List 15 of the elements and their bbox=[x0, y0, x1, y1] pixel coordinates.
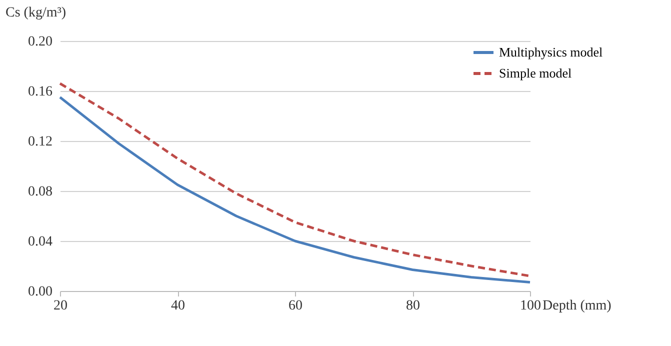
x-tick-label: 40 bbox=[171, 298, 185, 314]
x-tick-label: 60 bbox=[288, 298, 302, 314]
y-tick-label: 0.20 bbox=[28, 34, 52, 50]
y-tick-label: 0.12 bbox=[28, 134, 52, 150]
y-axis-title: Cs (kg/m³) bbox=[6, 6, 66, 20]
x-axis-title: Depth (mm) bbox=[542, 298, 612, 314]
legend-label: Simple model bbox=[499, 66, 572, 80]
x-tick-label: 20 bbox=[54, 298, 68, 314]
y-tick-label: 0.16 bbox=[28, 84, 52, 100]
x-tick-label: 100 bbox=[520, 298, 541, 314]
y-tick-label: 0.04 bbox=[28, 234, 52, 250]
x-tick-label: 80 bbox=[406, 298, 420, 314]
legend-label: Multiphysics model bbox=[499, 44, 604, 60]
y-tick-label: 0.00 bbox=[28, 284, 52, 300]
y-tick-label: 0.08 bbox=[28, 184, 52, 200]
